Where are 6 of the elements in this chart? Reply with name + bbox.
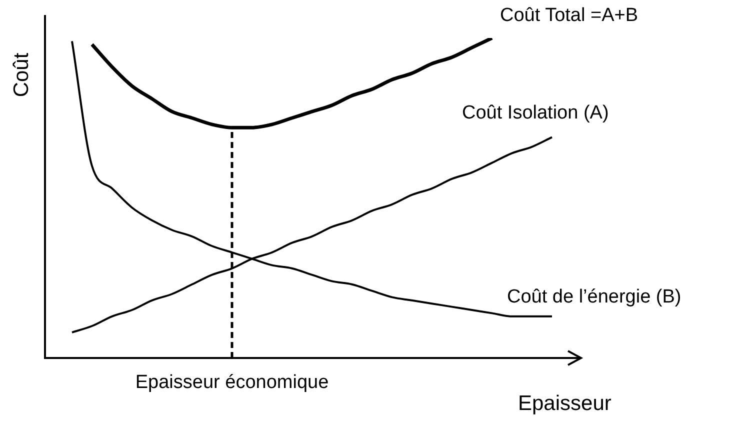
series-label: Coût Total =A+B <box>500 5 638 26</box>
series-label: Coût de l’énergie (B) <box>507 286 682 308</box>
x-axis-title: Epaisseur <box>518 392 612 415</box>
y-axis-title: Coût <box>10 52 33 98</box>
text: Epaisseur économique <box>135 372 329 394</box>
series-label: Coût Isolation (A) <box>462 102 609 124</box>
